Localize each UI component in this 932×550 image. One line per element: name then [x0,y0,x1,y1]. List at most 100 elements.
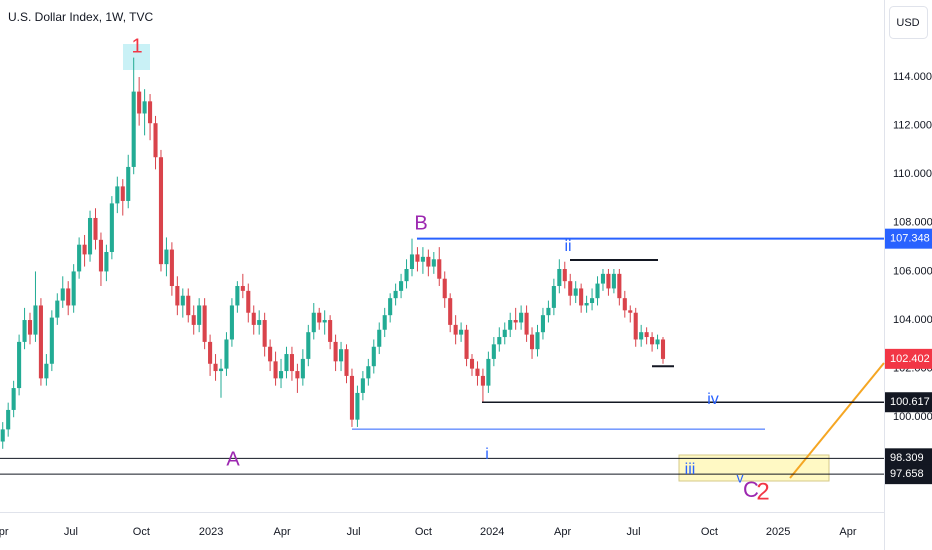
candle-body [355,392,360,420]
candle-body [240,286,245,291]
candle-body [278,371,284,379]
candle-body [137,91,142,114]
x-tick-label: 2025 [766,526,790,538]
candle-body [55,300,60,318]
candle-body [322,320,327,323]
y-tick-label: 114.000 [893,71,932,83]
candle-body [366,366,371,379]
candle-body [11,388,16,410]
candle-body [131,91,136,167]
wave-label: iv [707,391,719,408]
candle-body [158,157,164,265]
candle-body [573,288,578,296]
candle-body [360,378,365,393]
candle-body [257,320,262,325]
price-label-box [885,392,932,413]
y-tick-label: 106.000 [893,265,932,277]
x-tick-label: 2024 [480,526,504,538]
candle-body [339,349,344,362]
candle-body [284,354,289,372]
candle-body [535,332,540,350]
candle-body [529,334,535,350]
candle-body [606,273,611,289]
candle-body [87,217,93,255]
currency-box[interactable] [889,6,928,39]
candle-body [393,290,398,299]
candle-body [142,101,147,114]
candle-body [115,186,120,204]
x-tick-label: Oct [415,526,432,538]
price-label-box [885,464,932,485]
candle-body [169,249,174,287]
candle-body [164,249,169,265]
last-price-label: 102.402 [890,353,930,365]
candle-body [202,305,207,342]
candle-body [388,298,393,316]
candle-body [497,337,502,345]
candle-body [148,101,153,124]
candle-body [224,339,229,369]
y-tick-label: 104.000 [893,314,932,326]
candle-body [464,329,469,359]
candle-body [306,332,311,359]
candle-body [104,251,109,272]
plot-area [0,57,666,449]
candle-body [218,368,224,372]
candle-body [562,269,567,282]
candle-body [480,375,485,386]
candle-body [622,298,627,311]
candle-body [584,303,589,306]
candle-body [590,298,595,304]
candle-body [33,305,38,335]
wave-label: C [743,477,759,502]
candle-body [568,281,573,296]
candle-body [639,332,644,340]
wave-label: v [737,470,744,486]
candle-body [415,254,420,262]
candle-body [655,339,660,345]
candle-body [235,286,240,306]
x-tick-label: Apr [274,526,291,538]
candle-body [469,358,475,369]
wave-label: ii [564,238,571,255]
candle-body [508,320,513,330]
candle-body [442,278,447,299]
candle-body [557,269,562,287]
price-label: 97.658 [890,468,924,480]
wave-label: 2 [756,478,769,505]
candle-body [540,315,545,333]
candle-body [617,273,622,299]
candle-body [475,368,480,376]
candle-body [273,361,278,379]
candle-body [399,281,404,291]
currency: USD [896,17,919,29]
candle-body [289,354,294,372]
candle-body [17,341,22,389]
candle-body [344,349,349,376]
candle-body [300,358,305,379]
candle-body [459,329,464,335]
price-label-box [885,448,932,469]
wave-label: iii [685,461,696,478]
candle-body [491,344,496,359]
chart-title: U.S. Dollar Index, 1W, TVC [8,10,153,24]
candle-body [409,254,415,270]
candle-body [197,305,202,325]
candle-body [0,429,5,442]
x-tick-label: Oct [701,526,718,538]
candle-body [98,239,103,272]
candle-body [448,298,453,325]
candle-body [191,315,196,325]
candle-body [317,312,322,323]
candle-body [486,358,491,386]
wave-label: A [226,448,240,470]
candle-body [213,363,218,372]
candle-body [22,320,27,342]
candle-body [262,320,267,347]
candle-body [628,310,633,313]
candle-body [595,283,600,299]
candle-body [44,363,49,379]
candle-body [633,312,638,340]
candle-body [333,341,338,362]
